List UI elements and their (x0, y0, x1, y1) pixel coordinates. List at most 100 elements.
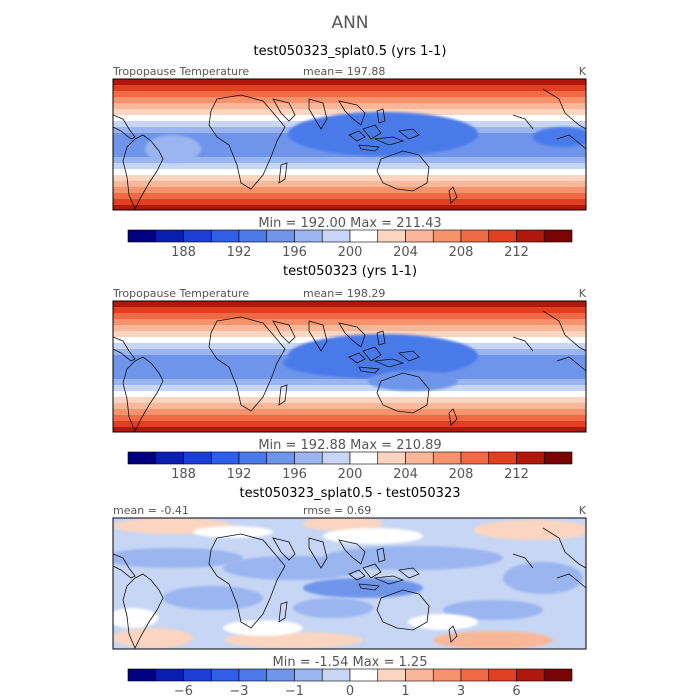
coastline (556, 134, 586, 150)
colorbar-box (432, 668, 462, 682)
field-band (113, 379, 586, 385)
coastline (556, 356, 586, 372)
colorbar-tick-label: 204 (393, 245, 418, 260)
units-label: K (579, 287, 587, 300)
colorbar-tick-label: −6 (174, 684, 193, 699)
coastline (278, 162, 288, 184)
coastline (373, 358, 405, 368)
coastline (308, 98, 328, 130)
panel-1: test050323_splat0.5 (yrs 1-1) Tropopause … (112, 44, 587, 260)
colorbar-tick-label: 212 (504, 245, 529, 260)
field-band (113, 187, 586, 193)
colorbar-box (460, 229, 490, 243)
panel-3: test050323_splat0.5 - test050323 mean = -… (112, 486, 587, 699)
colorbar-tick-label: 188 (171, 467, 196, 482)
field-band (113, 397, 586, 403)
map-border (112, 300, 587, 433)
field-patch (163, 586, 263, 610)
min-max-label: Min = 192.88 Max = 210.89 (258, 438, 441, 453)
colorbar-box (488, 451, 517, 465)
colorbar-tick-label: 196 (282, 245, 307, 260)
coastline (272, 537, 296, 561)
mean-label: mean = -0.41 (113, 504, 189, 517)
field-band (113, 391, 586, 397)
colorbar-box (183, 668, 212, 682)
coastline (358, 366, 380, 374)
coastline (348, 130, 366, 142)
coastline (272, 98, 296, 122)
field-patch (323, 546, 503, 570)
colorbar-tick-label: −3 (229, 684, 248, 699)
colorbar-box (238, 451, 268, 465)
field-band (113, 109, 586, 115)
units-label: K (579, 65, 587, 78)
colorbar-box (432, 229, 462, 243)
coastline (398, 567, 420, 579)
field-band (113, 91, 586, 97)
colorbar-box (488, 668, 517, 682)
colorbar-box (516, 451, 545, 465)
coastline (278, 601, 288, 623)
coastline (272, 320, 296, 344)
min-max-label: Min = -1.54 Max = 1.25 (273, 655, 428, 670)
coastline (348, 352, 366, 364)
colorbar-box (210, 451, 240, 465)
field-band (113, 427, 586, 432)
colorbar-box (349, 668, 379, 682)
field-patch (303, 518, 383, 531)
coastline (448, 186, 458, 204)
units-label: K (579, 504, 587, 517)
mean-label: mean= 198.29 (303, 287, 385, 300)
coastline (512, 553, 534, 569)
panel-title: test050323 (yrs 1-1) (283, 264, 417, 279)
colorbar-box (377, 229, 406, 243)
colorbar-box (516, 668, 545, 682)
coastline (122, 356, 164, 432)
field-patch (223, 632, 363, 648)
coastline (122, 134, 164, 210)
colorbar-box (460, 668, 490, 682)
colorbar-tick-label: 204 (393, 467, 418, 482)
field-patch (223, 620, 303, 636)
coastline (376, 547, 386, 563)
colorbar-tick-label: 212 (504, 467, 529, 482)
colorbar-box (294, 668, 323, 682)
coastline (308, 537, 328, 569)
coastline (376, 108, 386, 124)
colorbar-box (543, 668, 573, 682)
colorbar-box (266, 451, 295, 465)
field-band (113, 199, 586, 205)
coastline (308, 320, 328, 352)
colorbar-box (377, 668, 406, 682)
coastline (362, 124, 382, 140)
mean-label: mean= 197.88 (303, 65, 385, 78)
coastline (208, 94, 286, 190)
variable-label: Tropopause Temperature (112, 65, 249, 78)
field-band (113, 103, 586, 109)
map-field (113, 301, 586, 432)
field-patch (433, 631, 553, 649)
colorbar-box (405, 668, 434, 682)
colorbar-box (155, 229, 184, 243)
coastline (542, 310, 586, 352)
field-band (113, 307, 586, 313)
colorbar-tick-label: 192 (227, 245, 252, 260)
field-band (113, 301, 586, 307)
warm-patch (145, 135, 201, 163)
colorbar-box (516, 229, 545, 243)
field-band (113, 163, 586, 169)
coastline (122, 573, 164, 649)
colorbar-box (127, 668, 157, 682)
colorbar-tick-label: 200 (338, 245, 363, 260)
colorbar-tick-label: 1 (401, 684, 409, 699)
field-patch (473, 520, 586, 540)
coastline (362, 563, 382, 579)
colorbar-box (238, 668, 268, 682)
field-band (113, 385, 586, 391)
colorbar-box (183, 451, 212, 465)
field-patch (503, 562, 583, 594)
colorbar-box (405, 451, 434, 465)
coastline (398, 128, 420, 140)
colorbar-tick-label: 3 (457, 684, 465, 699)
